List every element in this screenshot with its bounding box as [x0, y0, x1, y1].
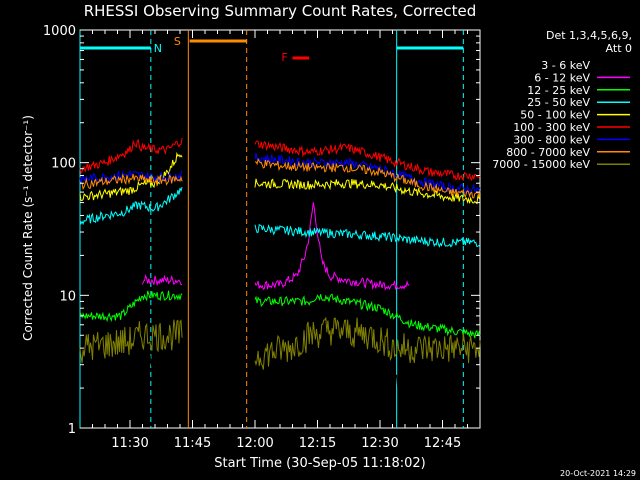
series-line — [80, 157, 481, 199]
y-tick-label: 1 — [68, 422, 76, 437]
x-axis-label: Start Time (30-Sep-05 11:18:02) — [214, 456, 425, 471]
series-100-300-keV — [79, 137, 481, 182]
x-tick-label: 12:45 — [424, 436, 461, 451]
x-tick-label: 12:15 — [299, 436, 336, 451]
x-tick-label: 11:45 — [174, 436, 211, 451]
series-line — [79, 316, 481, 370]
axes: 11:30 11:45 12:00 12:15 12:30 12:45 1 10 100 1000 — [43, 24, 480, 451]
legend-label: 6 - 12 keV — [534, 71, 590, 84]
legend-label: 7000 - 15000 keV — [492, 158, 590, 171]
saa-label: S — [174, 35, 181, 48]
y-tick-label: 10 — [59, 289, 76, 304]
x-tick-label: 11:30 — [111, 436, 148, 451]
legend-label: 25 - 50 keV — [527, 96, 590, 109]
series-6-12-keV — [142, 202, 410, 291]
flare-label: F — [281, 51, 287, 64]
chart-title: RHESSI Observing Summary Count Rates, Co… — [84, 2, 477, 20]
series-12-25-keV — [79, 290, 481, 339]
legend-label: 3 - 6 keV — [541, 59, 590, 72]
series-50-100-keV — [79, 151, 481, 205]
series-line — [79, 137, 481, 182]
legend-header-attenuator: Att 0 — [606, 42, 632, 55]
series-7000-15000-keV — [79, 316, 481, 370]
series-800-7000-keV — [80, 157, 481, 199]
x-tick-label: 12:00 — [236, 436, 273, 451]
legend-label: 50 - 100 keV — [520, 109, 590, 122]
y-axis-label: Corrected Count Rate (s⁻¹ detector⁻¹) — [21, 115, 35, 341]
date-stamp: 20-Oct-2021 14:29 — [560, 469, 636, 478]
series-line — [142, 202, 410, 291]
series-line — [79, 151, 481, 205]
legend-header-detectors: Det 1,3,4,5,6,9, — [546, 29, 632, 42]
series-line — [142, 293, 414, 408]
legend-label: 12 - 25 keV — [527, 84, 590, 97]
series-line — [79, 290, 481, 339]
series-line — [79, 186, 481, 248]
series-3-6-keV — [142, 293, 414, 408]
y-tick-label: 1000 — [43, 24, 76, 39]
legend-label: 300 - 800 keV — [513, 133, 590, 146]
x-tick-label: 12:30 — [361, 436, 398, 451]
legend-label: 100 - 300 keV — [513, 121, 590, 134]
legend-label: 800 - 7000 keV — [506, 146, 590, 159]
night-label: N — [154, 42, 162, 55]
series-group — [79, 137, 481, 408]
y-tick-label: 100 — [51, 157, 76, 172]
annotations: NS F — [79, 30, 464, 428]
series-25-50-keV — [79, 186, 481, 248]
